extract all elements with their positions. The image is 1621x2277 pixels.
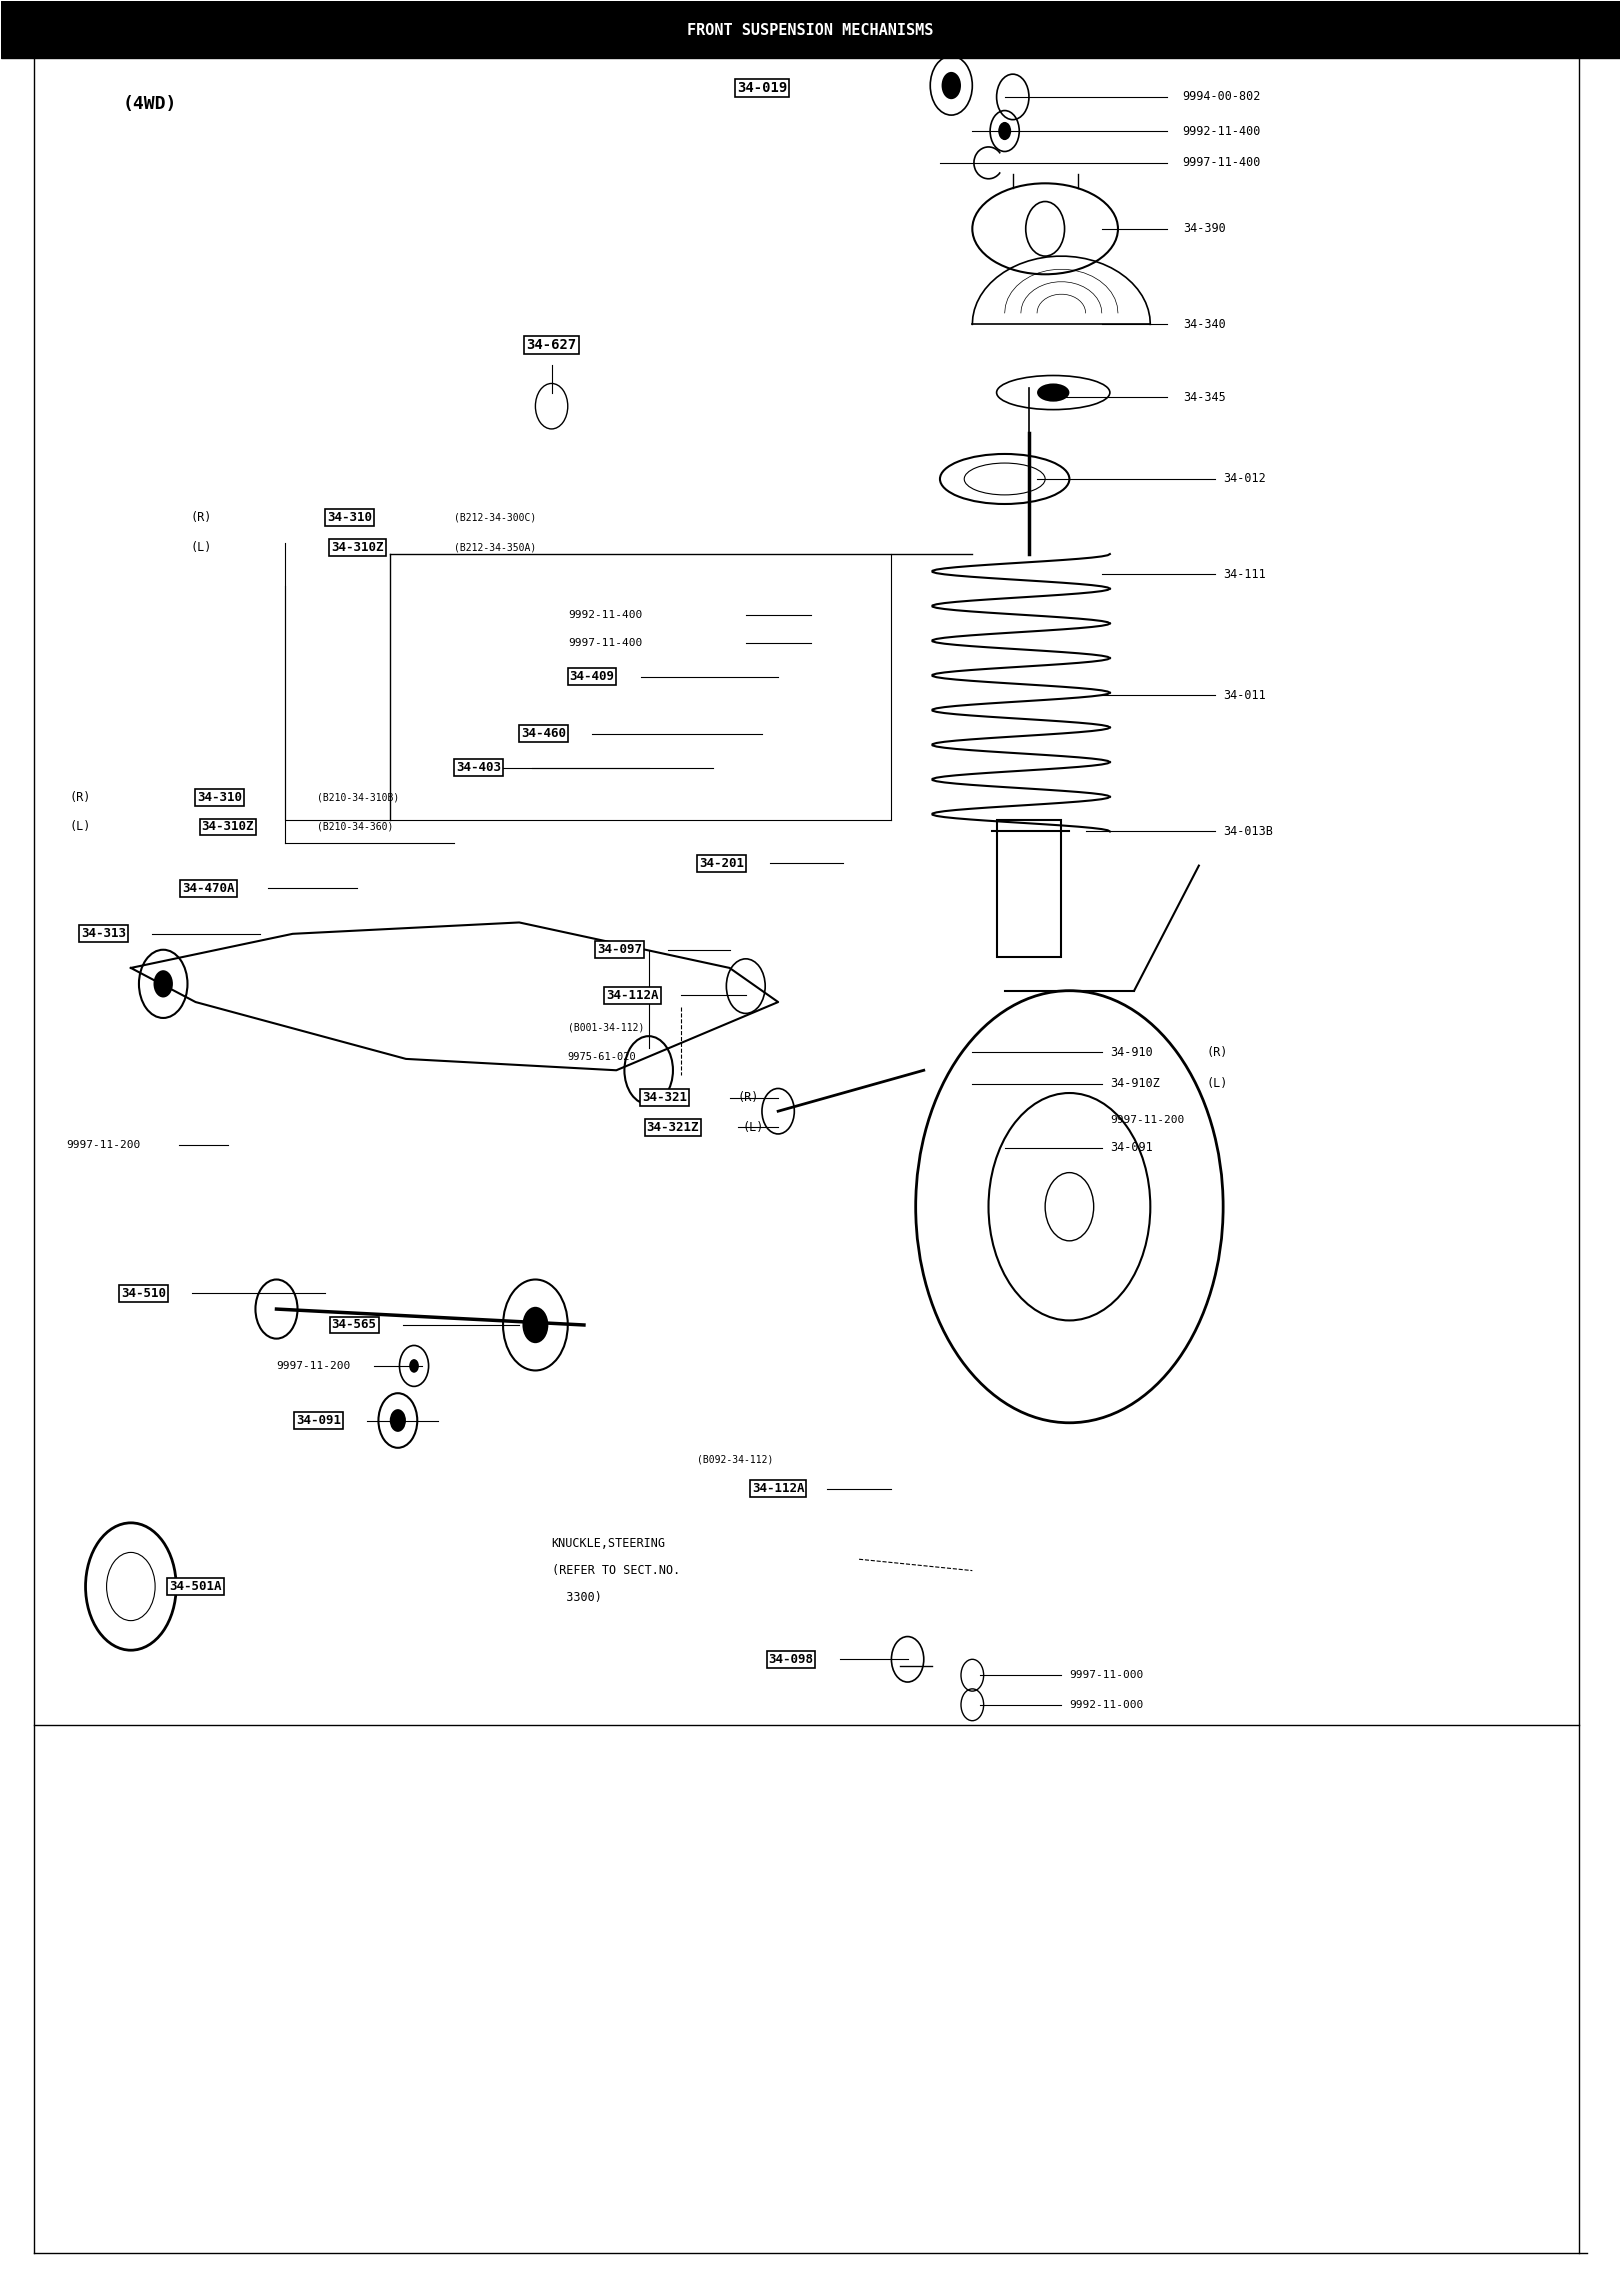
Text: KNUCKLE,STEERING: KNUCKLE,STEERING	[551, 1537, 666, 1551]
Text: 9997-11-400: 9997-11-400	[567, 638, 642, 647]
Text: (B212-34-350A): (B212-34-350A)	[454, 542, 537, 553]
Text: 34-111: 34-111	[1224, 567, 1266, 581]
Text: FRONT SUSPENSION MECHANISMS: FRONT SUSPENSION MECHANISMS	[687, 23, 934, 39]
Text: 34-098: 34-098	[768, 1653, 814, 1667]
Text: 9997-11-000: 9997-11-000	[1070, 1671, 1144, 1680]
Circle shape	[389, 1409, 405, 1432]
Text: (REFER TO SECT.NO.: (REFER TO SECT.NO.	[551, 1564, 679, 1578]
Text: 34-470A: 34-470A	[182, 881, 235, 895]
Text: 9992-11-400: 9992-11-400	[567, 610, 642, 619]
Text: (L): (L)	[70, 820, 91, 833]
Text: (L): (L)	[742, 1120, 763, 1134]
Text: 9992-11-000: 9992-11-000	[1070, 1701, 1144, 1710]
Text: 34-012: 34-012	[1224, 471, 1266, 485]
Circle shape	[154, 970, 173, 997]
Text: 34-910Z: 34-910Z	[1110, 1077, 1159, 1091]
Text: 34-097: 34-097	[597, 943, 642, 956]
Text: 34-390: 34-390	[1183, 223, 1225, 235]
Text: 34-321Z: 34-321Z	[647, 1120, 699, 1134]
Circle shape	[408, 1359, 418, 1373]
Text: (R): (R)	[1208, 1045, 1229, 1059]
Text: 34-310: 34-310	[198, 790, 243, 804]
Text: 34-091: 34-091	[297, 1414, 340, 1428]
Text: 34-403: 34-403	[456, 761, 501, 774]
Text: (4WD): (4WD)	[123, 96, 177, 114]
Text: 34-013B: 34-013B	[1224, 824, 1272, 838]
Text: 34-627: 34-627	[527, 337, 577, 351]
Text: 9975-61-020: 9975-61-020	[567, 1052, 637, 1061]
Text: (R): (R)	[190, 510, 212, 524]
Text: 9997-11-200: 9997-11-200	[1110, 1116, 1183, 1125]
Bar	[997, 820, 1062, 956]
Text: (B210-34-360): (B210-34-360)	[318, 822, 394, 831]
Text: 34-409: 34-409	[569, 669, 614, 683]
Circle shape	[999, 123, 1012, 141]
Text: 9997-11-400: 9997-11-400	[1183, 157, 1261, 168]
Text: 34-201: 34-201	[699, 856, 744, 870]
Text: (R): (R)	[738, 1091, 759, 1104]
Text: 34-310Z: 34-310Z	[331, 540, 384, 553]
Text: (R): (R)	[70, 790, 91, 804]
Text: 9997-11-200: 9997-11-200	[66, 1141, 141, 1150]
Text: 34-501A: 34-501A	[169, 1580, 222, 1594]
Text: (B210-34-310B): (B210-34-310B)	[318, 792, 399, 802]
Text: 34-112A: 34-112A	[752, 1482, 804, 1496]
Text: 34-313: 34-313	[81, 927, 126, 940]
Text: 34-091: 34-091	[1110, 1141, 1153, 1154]
Text: 34-310Z: 34-310Z	[201, 820, 254, 833]
Text: 34-112A: 34-112A	[606, 988, 658, 1002]
Text: 9997-11-200: 9997-11-200	[277, 1362, 350, 1371]
Text: 3300): 3300)	[551, 1592, 601, 1605]
Circle shape	[522, 1307, 548, 1343]
Text: 9992-11-400: 9992-11-400	[1183, 125, 1261, 137]
Ellipse shape	[1037, 383, 1070, 401]
Text: 34-345: 34-345	[1183, 392, 1225, 403]
Text: 9994-00-802: 9994-00-802	[1183, 91, 1261, 102]
Text: 34-910: 34-910	[1110, 1045, 1153, 1059]
Text: (B001-34-112): (B001-34-112)	[567, 1022, 644, 1031]
Circle shape	[942, 73, 961, 100]
Text: 34-510: 34-510	[122, 1287, 167, 1300]
Text: 34-321: 34-321	[642, 1091, 687, 1104]
Text: (L): (L)	[1208, 1077, 1229, 1091]
Bar	[2, 2, 1619, 59]
Text: (B092-34-112): (B092-34-112)	[697, 1455, 773, 1464]
Text: 34-460: 34-460	[520, 726, 566, 740]
Text: 34-011: 34-011	[1224, 688, 1266, 701]
Text: 34-310: 34-310	[327, 510, 371, 524]
Text: (L): (L)	[190, 540, 212, 553]
Text: 34-019: 34-019	[738, 80, 788, 96]
Text: 34-340: 34-340	[1183, 319, 1225, 330]
Text: (B212-34-300C): (B212-34-300C)	[454, 512, 537, 524]
Text: 34-565: 34-565	[332, 1318, 376, 1332]
